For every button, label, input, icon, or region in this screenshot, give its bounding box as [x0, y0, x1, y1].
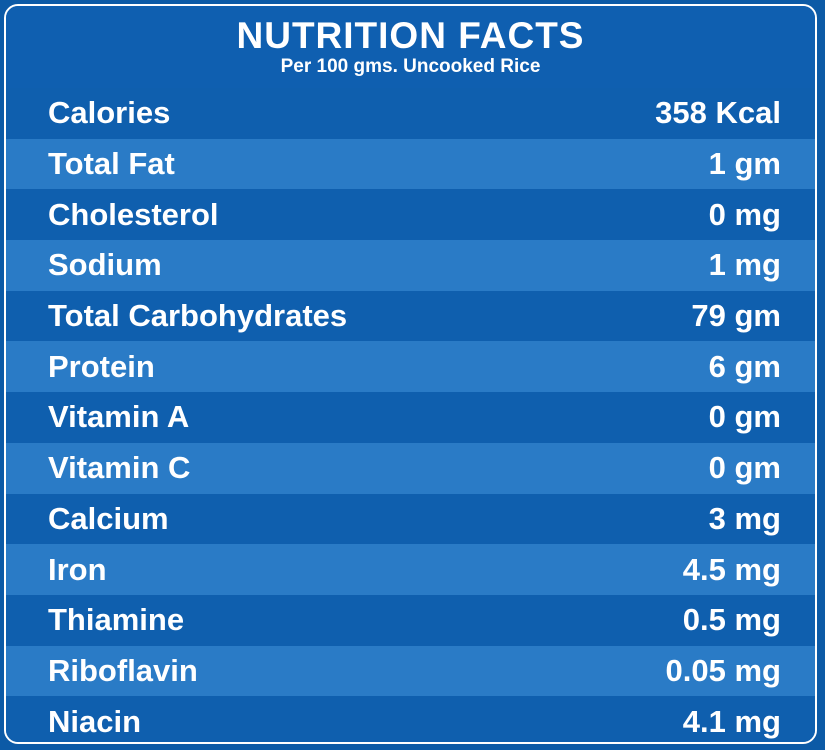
nutrient-label: Vitamin C: [48, 450, 191, 486]
page-subtitle: Per 100 gms. Uncooked Rice: [280, 56, 541, 77]
nutrient-label: Sodium: [48, 247, 162, 283]
nutrient-label: Riboflavin: [48, 652, 198, 688]
nutrient-row-niacin: Niacin 4.1 mg: [6, 696, 815, 742]
page-title: NUTRITION FACTS: [236, 15, 585, 56]
nutrient-row-thiamine: Thiamine 0.5 mg: [6, 594, 815, 646]
nutrient-value: 0.5 mg: [682, 602, 781, 638]
nutrient-row-riboflavin: Riboflavin 0.05 mg: [6, 645, 815, 697]
nutrient-label: Thiamine: [48, 602, 185, 638]
nutrition-header: NUTRITION FACTS Per 100 gms. Uncooked Ri…: [6, 6, 815, 88]
nutrient-label: Vitamin A: [48, 399, 190, 435]
nutrient-value: 3 mg: [708, 500, 781, 536]
nutrient-label: Niacin: [48, 703, 142, 739]
nutrition-table: Calories 358 Kcal Total Fat 1 gm Cholest…: [6, 88, 815, 742]
nutrient-value: 358 Kcal: [655, 95, 781, 131]
nutrient-label: Protein: [48, 348, 155, 384]
nutrient-row-iron: Iron 4.5 mg: [6, 544, 815, 595]
nutrient-row-cholesterol: Cholesterol 0 mg: [6, 189, 815, 241]
nutrient-row-total-fat: Total Fat 1 gm: [6, 138, 815, 190]
nutrient-value: 1 gm: [708, 146, 781, 182]
nutrient-label: Cholesterol: [48, 196, 219, 232]
nutrient-value: 4.5 mg: [682, 551, 781, 587]
nutrient-row-total-carbohydrates: Total Carbohydrates 79 gm: [6, 290, 815, 342]
nutrient-row-calcium: Calcium 3 mg: [6, 493, 815, 545]
nutrient-value: 0 gm: [708, 450, 781, 486]
nutrient-value: 0 gm: [708, 399, 781, 435]
nutrient-row-vitamin-c: Vitamin C 0 gm: [6, 442, 815, 494]
nutrient-label: Calories: [48, 95, 171, 131]
nutrient-value: 0 mg: [708, 196, 781, 232]
nutrient-row-vitamin-a: Vitamin A 0 gm: [6, 392, 815, 443]
nutrient-value: 0.05 mg: [665, 652, 781, 688]
nutrient-value: 4.1 mg: [682, 703, 781, 739]
nutrient-label: Calcium: [48, 500, 169, 536]
nutrient-label: Total Fat: [48, 146, 175, 182]
nutrient-value: 6 gm: [708, 348, 781, 384]
nutrient-row-protein: Protein 6 gm: [6, 341, 815, 393]
nutrient-value: 79 gm: [691, 298, 781, 334]
nutrient-label: Total Carbohydrates: [48, 298, 348, 334]
nutrient-label: Iron: [48, 551, 107, 587]
nutrient-value: 1 mg: [708, 247, 781, 283]
nutrient-row-calories: Calories 358 Kcal: [6, 88, 815, 139]
nutrition-facts-panel: NUTRITION FACTS Per 100 gms. Uncooked Ri…: [4, 4, 817, 744]
nutrient-row-sodium: Sodium 1 mg: [6, 240, 815, 291]
